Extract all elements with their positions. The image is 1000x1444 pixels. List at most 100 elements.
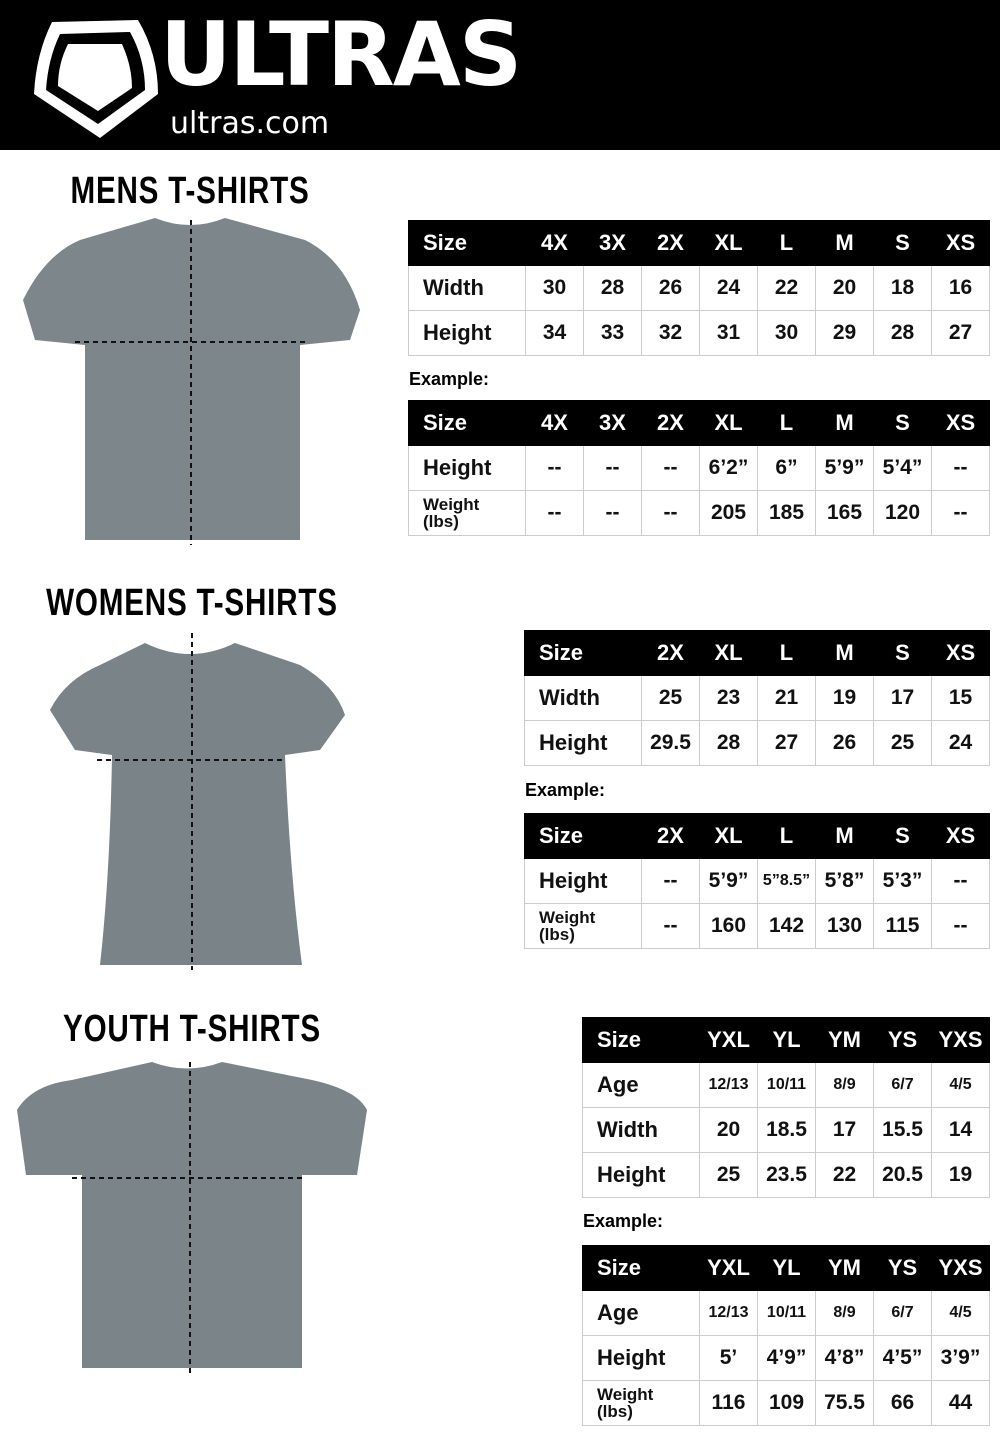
table-cell: 29.5 <box>641 720 700 766</box>
table-cell: 17 <box>815 1107 874 1153</box>
table-cell: 23.5 <box>757 1152 816 1198</box>
table-cell: 5’9” <box>699 858 758 904</box>
table-cell: 4’9” <box>757 1335 816 1381</box>
table-cell: 23 <box>699 675 758 721</box>
table-cell: M <box>815 400 874 446</box>
table-cell: 6” <box>757 445 816 491</box>
table-cell: L <box>757 400 816 446</box>
table-cell: YM <box>815 1245 874 1291</box>
table-cell: 5”8.5” <box>757 858 816 904</box>
table-cell: 6/7 <box>873 1290 932 1336</box>
table-cell: 24 <box>931 720 990 766</box>
row-label: Width <box>408 265 526 311</box>
mens-measure-table: Size 4X 3X 2X XL L M S XS Width 30 28 26 24 22 20 18 16 He… <box>408 220 990 356</box>
table-cell: 22 <box>815 1152 874 1198</box>
table-cell: YXL <box>699 1017 758 1063</box>
row-label: Weight (lbs) <box>408 490 526 536</box>
row-label: Size <box>582 1017 700 1063</box>
table-cell: -- <box>641 445 700 491</box>
row-label: Height <box>408 310 526 356</box>
table-cell: 27 <box>757 720 816 766</box>
table-cell: -- <box>931 490 990 536</box>
table-cell: 4’8” <box>815 1335 874 1381</box>
table-cell: 5’ <box>699 1335 758 1381</box>
table-row: Weight (lbs) 116 109 75.5 66 44 <box>582 1380 990 1426</box>
table-row: Height 5’ 4’9” 4’8” 4’5” 3’9” <box>582 1335 990 1381</box>
table-row: Width 20 18.5 17 15.5 14 <box>582 1107 990 1153</box>
table-cell: 75.5 <box>815 1380 874 1426</box>
table-cell: 6/7 <box>873 1062 932 1108</box>
table-cell: 8/9 <box>815 1062 874 1108</box>
table-cell: 20.5 <box>873 1152 932 1198</box>
table-cell: YL <box>757 1245 816 1291</box>
table-cell: XS <box>931 220 990 266</box>
header-row: Size 2X XL L M S XS <box>524 813 990 859</box>
mens-example-label: Example: <box>409 369 490 389</box>
table-cell: 12/13 <box>699 1290 758 1336</box>
youth-title: YOUTH T-SHIRTS <box>63 1008 321 1050</box>
table-cell: 4X <box>525 400 584 446</box>
youth-example-table: Size YXL YL YM YS YXS Age 12/13 10/11 8/9 6/7 4/5 He… <box>582 1245 990 1426</box>
table-cell: 25 <box>873 720 932 766</box>
mens-example-table: Size 4X 3X 2X XL L M S XS Height -- -- -- 6’2” 6” 5’9” 5… <box>408 400 990 536</box>
table-cell: 20 <box>815 265 874 311</box>
table-cell: 29 <box>815 310 874 356</box>
table-cell: -- <box>525 445 584 491</box>
table-row: Height 25 23.5 22 20.5 19 <box>582 1152 990 1198</box>
row-label: Age <box>582 1290 700 1336</box>
table-cell: 30 <box>757 310 816 356</box>
table-cell: XS <box>931 630 990 676</box>
row-label: Height <box>408 445 526 491</box>
table-cell: XL <box>699 630 758 676</box>
table-row: Age 12/13 10/11 8/9 6/7 4/5 <box>582 1290 990 1336</box>
table-cell: 14 <box>931 1107 990 1153</box>
table-cell: -- <box>583 445 642 491</box>
row-label: Weight (lbs) <box>524 903 642 949</box>
table-cell: 32 <box>641 310 700 356</box>
table-cell: 185 <box>757 490 816 536</box>
table-cell: 17 <box>873 675 932 721</box>
table-cell: 44 <box>931 1380 990 1426</box>
table-cell: -- <box>931 445 990 491</box>
table-cell: -- <box>641 903 700 949</box>
table-cell: 15 <box>931 675 990 721</box>
table-cell: S <box>873 813 932 859</box>
table-cell: 31 <box>699 310 758 356</box>
table-cell: 19 <box>815 675 874 721</box>
table-cell: YS <box>873 1245 932 1291</box>
mens-shirt-image <box>23 218 360 545</box>
table-cell: 28 <box>873 310 932 356</box>
table-cell: 33 <box>583 310 642 356</box>
youth-shirt-image <box>17 1062 367 1375</box>
row-label: Size <box>524 813 642 859</box>
table-cell: 66 <box>873 1380 932 1426</box>
table-cell: 18.5 <box>757 1107 816 1153</box>
table-cell: S <box>873 400 932 446</box>
header-row: Size YXL YL YM YS YXS <box>582 1017 990 1063</box>
table-row: Width 30 28 26 24 22 20 18 16 <box>408 265 990 311</box>
table-cell: 4/5 <box>931 1062 990 1108</box>
table-cell: 34 <box>525 310 584 356</box>
row-label: Weight (lbs) <box>582 1380 700 1426</box>
table-cell: -- <box>525 490 584 536</box>
table-cell: 25 <box>641 675 700 721</box>
table-cell: -- <box>583 490 642 536</box>
table-cell: YS <box>873 1017 932 1063</box>
header-row: Size 4X 3X 2X XL L M S XS <box>408 400 990 446</box>
womens-example-table: Size 2X XL L M S XS Height -- 5’9” 5”8.5” 5’8” 5’3” -… <box>524 813 990 949</box>
table-row: Height -- 5’9” 5”8.5” 5’8” 5’3” -- <box>524 858 990 904</box>
table-cell: L <box>757 630 816 676</box>
table-cell: 8/9 <box>815 1290 874 1336</box>
table-cell: XS <box>931 813 990 859</box>
youth-measure-table: Size YXL YL YM YS YXS Age 12/13 10/11 8/9 6/7 4/5 Wi… <box>582 1017 990 1198</box>
table-cell: 3’9” <box>931 1335 990 1381</box>
table-cell: YXL <box>699 1245 758 1291</box>
mens-title: MENS T-SHIRTS <box>70 170 310 212</box>
table-row: Height 34 33 32 31 30 29 28 27 <box>408 310 990 356</box>
table-cell: 28 <box>699 720 758 766</box>
table-cell: 205 <box>699 490 758 536</box>
table-cell: 27 <box>931 310 990 356</box>
table-row: Weight (lbs) -- 160 142 130 115 -- <box>524 903 990 949</box>
table-cell: M <box>815 220 874 266</box>
table-cell: XL <box>699 813 758 859</box>
